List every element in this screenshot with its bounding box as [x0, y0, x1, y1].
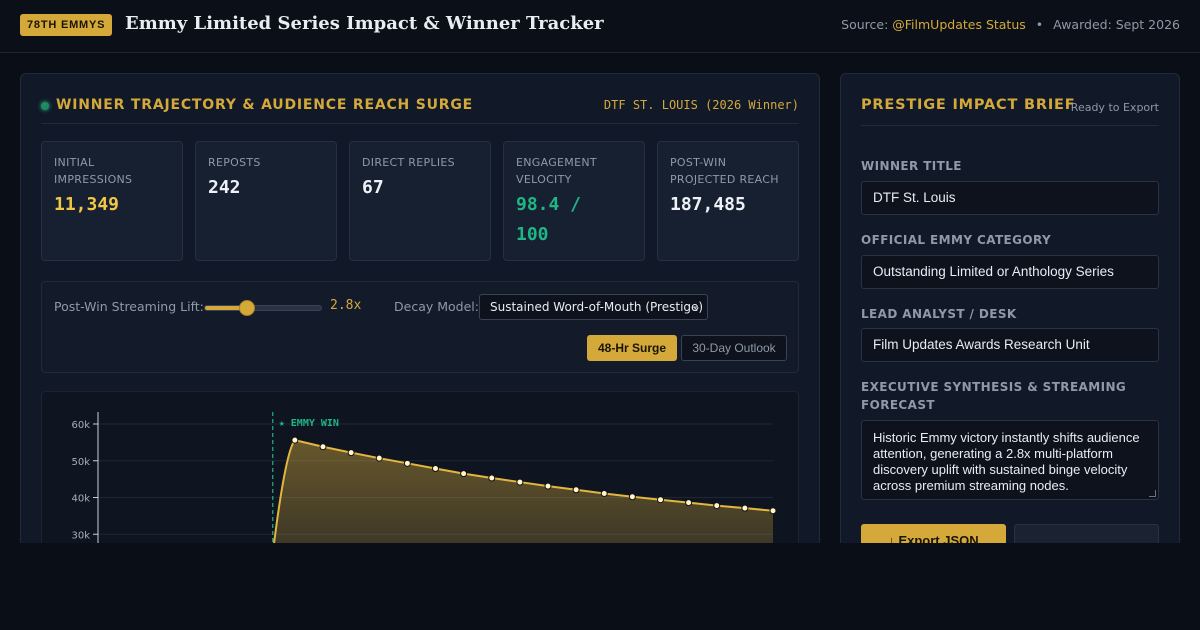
data-point: [600, 489, 608, 497]
separator-dot: •: [1035, 17, 1044, 32]
analyst-label: LEAD ANALYST / DESK: [861, 307, 1017, 321]
lift-slider[interactable]: [204, 300, 322, 316]
data-point: [685, 499, 693, 507]
data-point: [572, 486, 580, 494]
source-prefix: Source:: [841, 17, 893, 32]
stat-value: 11,349: [54, 194, 120, 215]
data-point: [657, 496, 664, 504]
synthesis-label: EXECUTIVE SYNTHESIS & STREAMING FORECAST: [861, 380, 1127, 412]
synthesis-text: Historic Emmy victory instantly shifts a…: [873, 430, 1140, 493]
category-label: OFFICIAL EMMY CATEGORY: [861, 233, 1052, 247]
y-tick-label: 40k: [71, 494, 90, 505]
stat-card-impressions: INITIAL IMPRESSIONS 11,349: [41, 141, 183, 261]
trajectory-title: WINNER TRAJECTORY & AUDIENCE REACH SURGE: [56, 97, 473, 113]
winner-title-label: WINNER TITLE: [861, 159, 962, 173]
resize-grip-icon[interactable]: [1149, 490, 1156, 497]
data-point: [544, 482, 552, 490]
y-tick-label: 30k: [71, 530, 90, 541]
30day-outlook-button[interactable]: 30-Day Outlook: [681, 335, 787, 361]
stat-value: 67: [362, 177, 384, 198]
stat-card-reposts: REPOSTS 242: [195, 141, 337, 261]
stat-card-replies: DIRECT REPLIES 67: [349, 141, 491, 261]
top-bar: 78TH EMMYS Emmy Limited Series Impact & …: [0, 0, 1200, 53]
winner-title-input[interactable]: DTF St. Louis: [861, 181, 1159, 215]
export-status: Ready to Export: [1070, 101, 1159, 114]
reach-area: [272, 440, 773, 552]
stat-label: ENGAGEMENT VELOCITY: [516, 156, 597, 186]
impact-brief-panel: PRESTIGE IMPACT BRIEF Ready to Export WI…: [840, 73, 1180, 553]
stat-value: 187,485: [670, 194, 746, 215]
data-point: [460, 470, 468, 478]
data-point: [403, 459, 411, 467]
brief-title: PRESTIGE IMPACT BRIEF: [861, 97, 1076, 113]
category-input[interactable]: Outstanding Limited or Anthology Series: [861, 255, 1159, 289]
reach-chart: 60k 50k 40k 30k ★ EMMY WIN: [41, 391, 799, 552]
stat-label: REPOSTS: [208, 156, 261, 169]
page-title: Emmy Limited Series Impact & Winner Trac…: [125, 13, 604, 34]
analyst-input[interactable]: Film Updates Awards Research Unit: [861, 328, 1159, 362]
data-point: [628, 493, 636, 501]
stat-label: INITIAL IMPRESSIONS: [54, 156, 133, 186]
reach-chart-svg: 60k 50k 40k 30k ★ EMMY WIN: [71, 412, 777, 552]
chevron-down-icon: ⌄: [691, 300, 701, 313]
data-point: [347, 449, 355, 457]
data-point: [741, 504, 749, 512]
trajectory-panel: WINNER TRAJECTORY & AUDIENCE REACH SURGE…: [20, 73, 820, 553]
stat-label: POST-WIN PROJECTED REACH: [670, 156, 779, 186]
source-line: Source: @FilmUpdates Status • Awarded: Sep…: [841, 17, 1180, 32]
trajectory-header: WINNER TRAJECTORY & AUDIENCE REACH SURGE…: [41, 96, 799, 124]
decay-model-select[interactable]: Sustained Word-of-Mouth (Prestige) ⌄: [479, 294, 708, 320]
stat-value: 98.4 / 100: [516, 194, 582, 245]
decay-selected-value: Sustained Word-of-Mouth (Prestige): [490, 300, 704, 314]
data-point: [713, 502, 721, 510]
decay-label: Decay Model:: [394, 299, 479, 314]
source-handle-link[interactable]: @FilmUpdates Status: [892, 17, 1026, 32]
48hr-surge-button[interactable]: 48-Hr Surge: [587, 335, 677, 361]
lift-label: Post-Win Streaming Lift:: [54, 299, 204, 314]
data-point: [432, 464, 439, 472]
awarded-date: Awarded: Sept 2026: [1053, 17, 1180, 32]
lift-slider-fill: [205, 306, 247, 310]
stat-value: 242: [208, 177, 241, 198]
bottom-fade: [0, 543, 1200, 630]
data-point: [291, 436, 299, 444]
controls-bar: Post-Win Streaming Lift: 2.8x Decay Mode…: [41, 281, 799, 373]
y-tick-label: 50k: [71, 457, 90, 468]
emmy-win-annotation: ★ EMMY WIN: [279, 418, 339, 429]
lift-slider-handle[interactable]: [238, 300, 255, 316]
stat-card-velocity: ENGAGEMENT VELOCITY 98.4 / 100: [503, 141, 645, 261]
data-point: [488, 474, 496, 482]
lift-value: 2.8x: [330, 298, 362, 313]
edition-badge: 78TH EMMYS: [20, 14, 113, 36]
y-tick-label: 60k: [71, 420, 90, 431]
brief-header: PRESTIGE IMPACT BRIEF Ready to Export: [861, 96, 1159, 126]
stat-card-projected-reach: POST-WIN PROJECTED REACH 187,485: [657, 141, 799, 261]
data-point: [319, 443, 327, 451]
stat-label: DIRECT REPLIES: [362, 156, 455, 169]
data-point: [375, 454, 383, 462]
trajectory-subtitle: DTF ST. LOUIS (2026 Winner): [603, 98, 799, 112]
data-point: [516, 478, 524, 486]
synthesis-textarea[interactable]: Historic Emmy victory instantly shifts a…: [861, 420, 1159, 500]
data-point: [769, 507, 777, 515]
live-indicator-icon: [41, 102, 49, 110]
